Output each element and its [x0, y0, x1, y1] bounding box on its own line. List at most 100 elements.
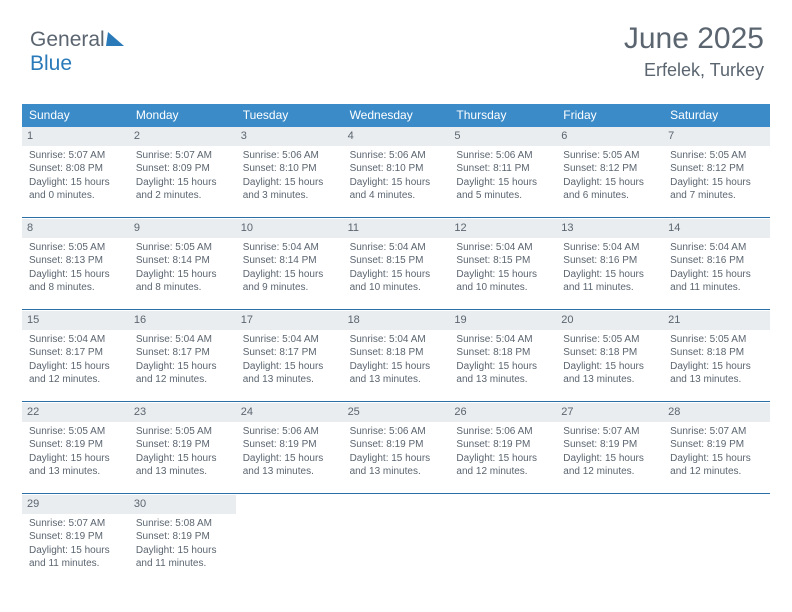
sunset-line: Sunset: 8:18 PM [350, 346, 444, 360]
sunrise-line: Sunrise: 5:06 AM [243, 149, 337, 163]
daylight-line: Daylight: 15 hours and 3 minutes. [243, 176, 337, 203]
page-location: Erfelek, Turkey [624, 60, 764, 81]
sunset-line: Sunset: 8:18 PM [456, 346, 550, 360]
sunrise-line: Sunrise: 5:06 AM [243, 425, 337, 439]
day-number: 23 [129, 403, 236, 422]
day-number: 2 [129, 127, 236, 146]
day-number-empty [449, 495, 556, 514]
brand-part1: General [30, 28, 105, 51]
page-title: June 2025 [624, 22, 764, 56]
sunrise-line: Sunrise: 5:06 AM [456, 425, 550, 439]
weekday-header: Saturday [663, 104, 770, 127]
calendar-cell: 1Sunrise: 5:07 AMSunset: 8:08 PMDaylight… [22, 127, 129, 219]
calendar-cell: 23Sunrise: 5:05 AMSunset: 8:19 PMDayligh… [129, 403, 236, 495]
day-number: 29 [22, 495, 129, 514]
day-number: 26 [449, 403, 556, 422]
sunset-line: Sunset: 8:14 PM [136, 254, 230, 268]
day-number: 5 [449, 127, 556, 146]
sunrise-line: Sunrise: 5:04 AM [350, 241, 444, 255]
sunrise-line: Sunrise: 5:04 AM [29, 333, 123, 347]
calendar-cell: 3Sunrise: 5:06 AMSunset: 8:10 PMDaylight… [236, 127, 343, 219]
calendar-cell: 10Sunrise: 5:04 AMSunset: 8:14 PMDayligh… [236, 219, 343, 311]
calendar: Sunday Monday Tuesday Wednesday Thursday… [22, 104, 770, 587]
calendar-cell: 17Sunrise: 5:04 AMSunset: 8:17 PMDayligh… [236, 311, 343, 403]
page-header: June 2025 Erfelek, Turkey [624, 22, 764, 81]
day-number-empty [663, 495, 770, 514]
sunrise-line: Sunrise: 5:05 AM [29, 241, 123, 255]
calendar-cell-empty [556, 495, 663, 587]
day-number-empty [556, 495, 663, 514]
sunrise-line: Sunrise: 5:04 AM [670, 241, 764, 255]
calendar-cell: 14Sunrise: 5:04 AMSunset: 8:16 PMDayligh… [663, 219, 770, 311]
sunrise-line: Sunrise: 5:04 AM [243, 241, 337, 255]
calendar-cell: 27Sunrise: 5:07 AMSunset: 8:19 PMDayligh… [556, 403, 663, 495]
sunset-line: Sunset: 8:19 PM [29, 530, 123, 544]
sunset-line: Sunset: 8:12 PM [563, 162, 657, 176]
daylight-line: Daylight: 15 hours and 13 minutes. [350, 452, 444, 479]
calendar-cell: 29Sunrise: 5:07 AMSunset: 8:19 PMDayligh… [22, 495, 129, 587]
calendar-cell: 13Sunrise: 5:04 AMSunset: 8:16 PMDayligh… [556, 219, 663, 311]
weekday-header: Wednesday [343, 104, 450, 127]
calendar-cell: 16Sunrise: 5:04 AMSunset: 8:17 PMDayligh… [129, 311, 236, 403]
sunset-line: Sunset: 8:19 PM [136, 438, 230, 452]
daylight-line: Daylight: 15 hours and 13 minutes. [456, 360, 550, 387]
daylight-line: Daylight: 15 hours and 12 minutes. [29, 360, 123, 387]
calendar-cell: 26Sunrise: 5:06 AMSunset: 8:19 PMDayligh… [449, 403, 556, 495]
calendar-cell: 11Sunrise: 5:04 AMSunset: 8:15 PMDayligh… [343, 219, 450, 311]
daylight-line: Daylight: 15 hours and 2 minutes. [136, 176, 230, 203]
sunset-line: Sunset: 8:12 PM [670, 162, 764, 176]
sunrise-line: Sunrise: 5:04 AM [456, 241, 550, 255]
calendar-cell: 6Sunrise: 5:05 AMSunset: 8:12 PMDaylight… [556, 127, 663, 219]
day-number: 18 [343, 311, 450, 330]
sunset-line: Sunset: 8:19 PM [136, 530, 230, 544]
daylight-line: Daylight: 15 hours and 13 minutes. [243, 452, 337, 479]
calendar-cell: 15Sunrise: 5:04 AMSunset: 8:17 PMDayligh… [22, 311, 129, 403]
day-number: 13 [556, 219, 663, 238]
sunrise-line: Sunrise: 5:04 AM [243, 333, 337, 347]
sunset-line: Sunset: 8:18 PM [563, 346, 657, 360]
sunset-line: Sunset: 8:19 PM [563, 438, 657, 452]
sunrise-line: Sunrise: 5:04 AM [563, 241, 657, 255]
sunset-line: Sunset: 8:15 PM [350, 254, 444, 268]
day-number: 9 [129, 219, 236, 238]
calendar-cell: 9Sunrise: 5:05 AMSunset: 8:14 PMDaylight… [129, 219, 236, 311]
day-number: 25 [343, 403, 450, 422]
sunset-line: Sunset: 8:17 PM [136, 346, 230, 360]
sunset-line: Sunset: 8:18 PM [670, 346, 764, 360]
sunset-line: Sunset: 8:19 PM [243, 438, 337, 452]
week-divider [22, 401, 770, 402]
day-number: 28 [663, 403, 770, 422]
calendar-cell: 24Sunrise: 5:06 AMSunset: 8:19 PMDayligh… [236, 403, 343, 495]
sunset-line: Sunset: 8:19 PM [670, 438, 764, 452]
day-number: 8 [22, 219, 129, 238]
sunrise-line: Sunrise: 5:07 AM [563, 425, 657, 439]
calendar-cell-empty [343, 495, 450, 587]
daylight-line: Daylight: 15 hours and 5 minutes. [456, 176, 550, 203]
sunrise-line: Sunrise: 5:08 AM [136, 517, 230, 531]
calendar-cell: 30 Sunrise: 5:08 AMSunset: 8:19 PMDayligh… [129, 495, 236, 587]
calendar-cell: 2Sunrise: 5:07 AMSunset: 8:09 PMDaylight… [129, 127, 236, 219]
day-number-empty [236, 495, 343, 514]
brand-triangle-icon [106, 32, 126, 46]
calendar-cell: 28Sunrise: 5:07 AMSunset: 8:19 PMDayligh… [663, 403, 770, 495]
sunrise-line: Sunrise: 5:04 AM [456, 333, 550, 347]
calendar-cell: 21Sunrise: 5:05 AMSunset: 8:18 PMDayligh… [663, 311, 770, 403]
sunset-line: Sunset: 8:10 PM [243, 162, 337, 176]
sunrise-line: Sunrise: 5:05 AM [563, 149, 657, 163]
weekday-header: Thursday [449, 104, 556, 127]
daylight-line: Daylight: 15 hours and 11 minutes. [136, 544, 230, 571]
calendar-cell: 19 Sunrise: 5:04 AMSunset: 8:18 PMDayligh… [449, 311, 556, 403]
calendar-cell: 4Sunrise: 5:06 AMSunset: 8:10 PMDaylight… [343, 127, 450, 219]
day-number: 1 [22, 127, 129, 146]
daylight-line: Daylight: 15 hours and 10 minutes. [456, 268, 550, 295]
day-number: 30 [129, 495, 236, 514]
day-number: 19 [449, 311, 556, 330]
sunrise-line: Sunrise: 5:07 AM [29, 149, 123, 163]
week-divider [22, 217, 770, 218]
weekday-header: Friday [556, 104, 663, 127]
sunrise-line: Sunrise: 5:05 AM [563, 333, 657, 347]
day-number: 17 [236, 311, 343, 330]
calendar-cell: 18Sunrise: 5:04 AMSunset: 8:18 PMDayligh… [343, 311, 450, 403]
sunrise-line: Sunrise: 5:05 AM [670, 333, 764, 347]
weekday-header-row: Sunday Monday Tuesday Wednesday Thursday… [22, 104, 770, 127]
